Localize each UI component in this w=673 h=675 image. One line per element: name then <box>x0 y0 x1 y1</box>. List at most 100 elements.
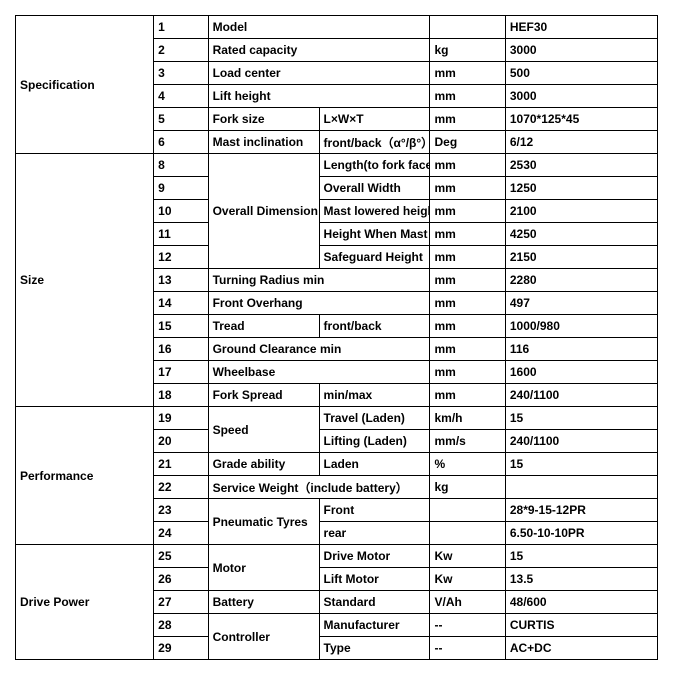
row-unit: mm/s <box>430 430 505 453</box>
row-sub: Lifting (Laden) <box>319 430 430 453</box>
row-val: 2280 <box>505 269 657 292</box>
row-sub: Standard <box>319 591 430 614</box>
row-num: 23 <box>154 499 208 522</box>
row-name: Front Overhang <box>208 292 430 315</box>
row-num: 21 <box>154 453 208 476</box>
row-num: 26 <box>154 568 208 591</box>
row-unit <box>430 522 505 545</box>
table-row: Size 8 Overall Dimension Length(to fork … <box>16 154 658 177</box>
row-num: 15 <box>154 315 208 338</box>
row-num: 13 <box>154 269 208 292</box>
row-name: Fork Spread <box>208 384 319 407</box>
row-unit: mm <box>430 361 505 384</box>
row-name: Lift height <box>208 85 430 108</box>
row-num: 4 <box>154 85 208 108</box>
row-name: Speed <box>208 407 319 453</box>
row-name: Fork size <box>208 108 319 131</box>
row-val: 15 <box>505 453 657 476</box>
row-sub: Length(to fork face) <box>319 154 430 177</box>
row-val: 240/1100 <box>505 430 657 453</box>
table-row: Drive Power 25 Motor Drive Motor Kw 15 <box>16 545 658 568</box>
row-unit: Deg <box>430 131 505 154</box>
row-num: 25 <box>154 545 208 568</box>
row-unit: mm <box>430 177 505 200</box>
row-val: 3000 <box>505 39 657 62</box>
row-sub: L×W×T <box>319 108 430 131</box>
row-name: Pneumatic Tyres <box>208 499 319 545</box>
row-val: 2530 <box>505 154 657 177</box>
category-cell: Specification <box>16 16 154 154</box>
row-val: 116 <box>505 338 657 361</box>
row-sub: Manufacturer <box>319 614 430 637</box>
row-unit: mm <box>430 338 505 361</box>
row-num: 8 <box>154 154 208 177</box>
row-val: 2150 <box>505 246 657 269</box>
row-sub: front/back（α°/β°） <box>319 131 430 154</box>
row-num: 19 <box>154 407 208 430</box>
row-num: 12 <box>154 246 208 269</box>
row-sub: Safeguard Height <box>319 246 430 269</box>
spec-table: Specification 1 Model HEF30 2 Rated capa… <box>15 15 658 660</box>
row-unit: mm <box>430 246 505 269</box>
row-val: 48/600 <box>505 591 657 614</box>
category-cell: Size <box>16 154 154 407</box>
row-val: 497 <box>505 292 657 315</box>
row-unit: -- <box>430 637 505 660</box>
table-row: Performance 19 Speed Travel (Laden) km/h… <box>16 407 658 430</box>
row-unit: kg <box>430 476 505 499</box>
row-unit <box>430 16 505 39</box>
row-name: Rated capacity <box>208 39 430 62</box>
row-unit: km/h <box>430 407 505 430</box>
row-val: 1600 <box>505 361 657 384</box>
row-sub: Lift Motor <box>319 568 430 591</box>
row-num: 10 <box>154 200 208 223</box>
row-num: 27 <box>154 591 208 614</box>
row-val: 240/1100 <box>505 384 657 407</box>
row-val: HEF30 <box>505 16 657 39</box>
row-name: Wheelbase <box>208 361 430 384</box>
row-num: 6 <box>154 131 208 154</box>
row-unit: mm <box>430 269 505 292</box>
row-val: 4250 <box>505 223 657 246</box>
row-name: Motor <box>208 545 319 591</box>
row-val: AC+DC <box>505 637 657 660</box>
row-sub: rear <box>319 522 430 545</box>
row-val: 2100 <box>505 200 657 223</box>
row-val: 1070*125*45 <box>505 108 657 131</box>
row-val: 3000 <box>505 85 657 108</box>
row-name: Battery <box>208 591 319 614</box>
row-name: Overall Dimension <box>208 154 319 269</box>
row-unit: mm <box>430 200 505 223</box>
row-unit: -- <box>430 614 505 637</box>
row-name: Grade ability <box>208 453 319 476</box>
row-unit: % <box>430 453 505 476</box>
row-name: Model <box>208 16 430 39</box>
row-val: 500 <box>505 62 657 85</box>
row-unit: mm <box>430 62 505 85</box>
row-sub: Overall Width <box>319 177 430 200</box>
row-sub: Travel (Laden) <box>319 407 430 430</box>
row-sub: Height When Mast Lifting <box>319 223 430 246</box>
row-sub: front/back <box>319 315 430 338</box>
row-num: 22 <box>154 476 208 499</box>
row-num: 11 <box>154 223 208 246</box>
row-sub: Mast lowered height <box>319 200 430 223</box>
row-unit: mm <box>430 108 505 131</box>
row-num: 5 <box>154 108 208 131</box>
table-row: Specification 1 Model HEF30 <box>16 16 658 39</box>
row-sub: Drive Motor <box>319 545 430 568</box>
category-cell: Performance <box>16 407 154 545</box>
row-val: 1000/980 <box>505 315 657 338</box>
row-unit: Kw <box>430 545 505 568</box>
row-unit: mm <box>430 292 505 315</box>
row-val: 15 <box>505 407 657 430</box>
row-num: 16 <box>154 338 208 361</box>
row-val: 6.50-10-10PR <box>505 522 657 545</box>
row-num: 24 <box>154 522 208 545</box>
row-num: 29 <box>154 637 208 660</box>
row-name: Ground Clearance min <box>208 338 430 361</box>
row-name: Controller <box>208 614 319 660</box>
row-num: 17 <box>154 361 208 384</box>
row-val: CURTIS <box>505 614 657 637</box>
row-num: 18 <box>154 384 208 407</box>
